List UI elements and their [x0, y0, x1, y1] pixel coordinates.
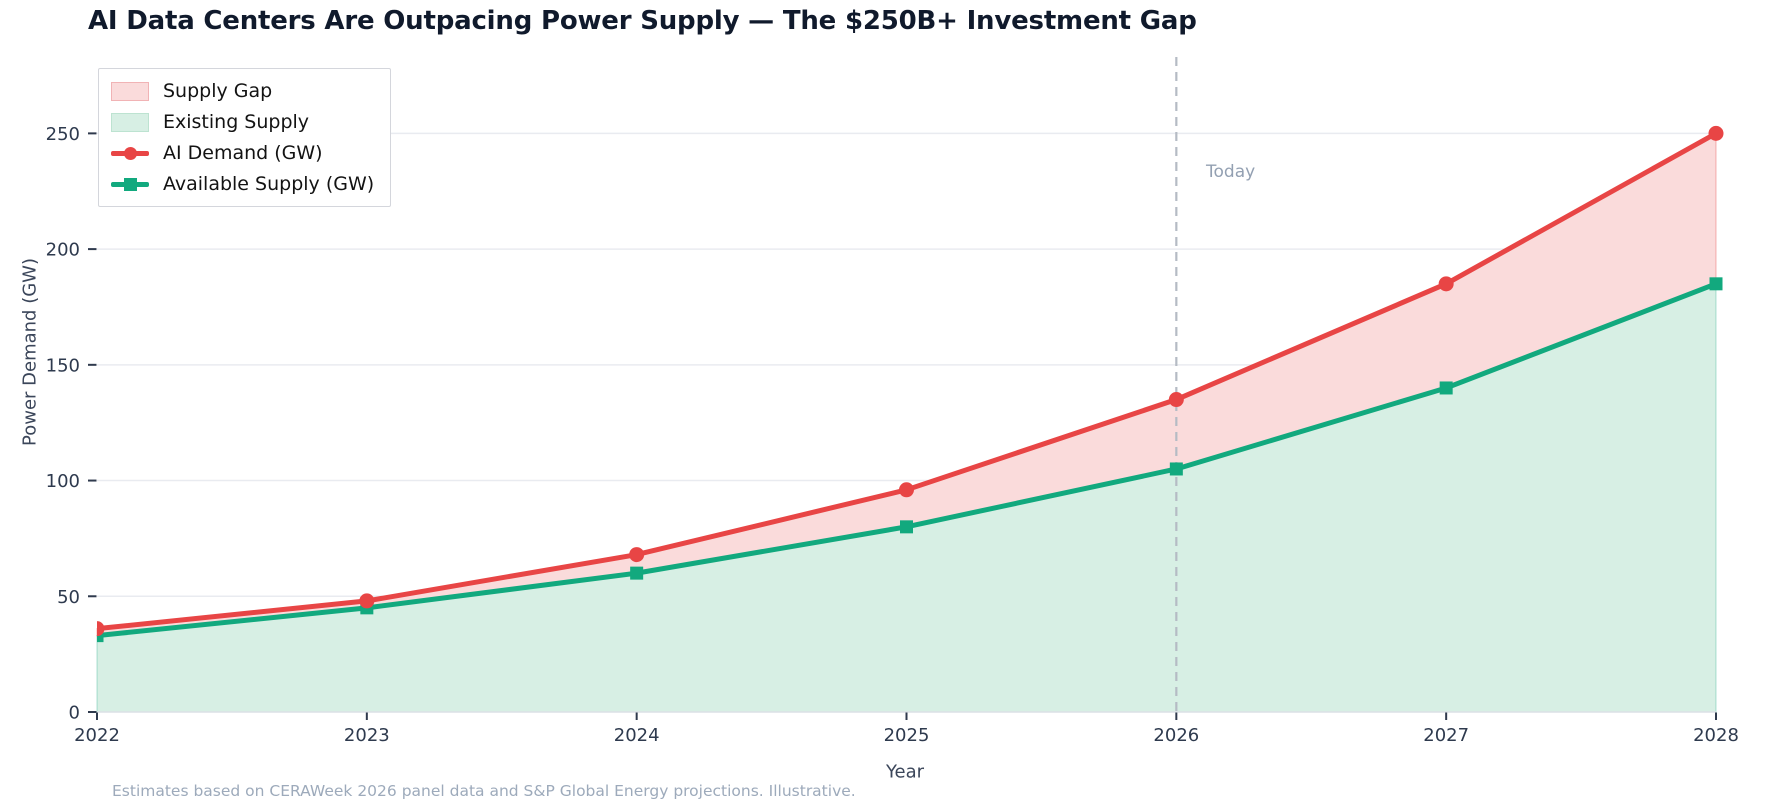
supply-gap-swatch — [111, 81, 149, 101]
existing-supply-swatch — [111, 112, 149, 132]
y-tick-label: 100 — [46, 471, 80, 492]
x-tick-label: 2028 — [1693, 725, 1739, 746]
available-supply-marker — [630, 566, 644, 580]
available-supply-marker — [1169, 462, 1183, 476]
today-annotation: Today — [1206, 162, 1256, 182]
legend-item-label: Available Supply (GW) — [163, 172, 375, 195]
y-tick-label: 250 — [46, 124, 80, 145]
y-axis-label: Power Demand (GW) — [19, 258, 41, 446]
chart-title: AI Data Centers Are Outpacing Power Supp… — [88, 6, 1197, 36]
y-tick-label: 150 — [46, 355, 80, 376]
ai-demand-marker — [629, 547, 645, 563]
available-supply-marker — [900, 520, 913, 534]
x-tick-label: 2022 — [74, 725, 120, 746]
x-tick-label: 2025 — [884, 725, 930, 746]
y-tick-label: 200 — [46, 240, 80, 261]
available-supply-marker — [1709, 277, 1723, 291]
y-tick-label: 0 — [69, 703, 80, 724]
x-axis-label: Year — [885, 761, 925, 783]
legend-item-ai-demand: AI Demand (GW) — [111, 141, 374, 165]
x-tick-label: 2023 — [344, 725, 390, 746]
x-tick-label: 2027 — [1423, 725, 1469, 746]
legend-item-label: Existing Supply — [163, 110, 310, 133]
ai-demand-line-circle-icon — [111, 144, 149, 163]
ai-demand-marker — [97, 621, 105, 637]
x-tick-label: 2024 — [614, 725, 660, 746]
ai-demand-marker — [1708, 125, 1724, 141]
legend-item-available-supply: Available Supply (GW) — [111, 172, 374, 196]
available-supply-marker — [1439, 381, 1453, 395]
ai-demand-marker — [359, 593, 375, 609]
legend-item-existing-supply: Existing Supply — [111, 110, 374, 134]
legend-item-label: Supply Gap — [163, 79, 273, 102]
x-tick-label: 2026 — [1153, 725, 1199, 746]
ai-demand-marker — [1168, 392, 1184, 408]
available-supply-line-square-icon — [111, 175, 149, 194]
ai-demand-marker — [1438, 276, 1454, 292]
ai-demand-marker — [899, 482, 914, 498]
available-supply-marker — [97, 629, 104, 643]
legend-item-supply-gap: Supply Gap — [111, 79, 374, 103]
footnote: Estimates based on CERAWeek 2026 panel d… — [112, 782, 856, 800]
y-tick-label: 50 — [57, 587, 80, 608]
legend-item-label: AI Demand (GW) — [163, 141, 323, 164]
legend: Supply Gap Existing Supply AI Demand (GW… — [98, 68, 392, 207]
